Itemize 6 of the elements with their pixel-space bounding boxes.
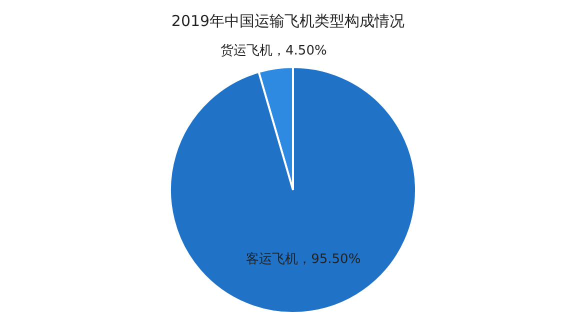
chart-title: 2019年中国运输飞机类型构成情况	[170, 12, 406, 31]
data-label: ，4.50%	[272, 43, 327, 58]
data-label: ，95.50%	[298, 252, 361, 268]
pie-slice	[169, 66, 417, 314]
slice-label: 客运飞机	[246, 251, 298, 268]
slice-label: 货运飞机	[220, 43, 273, 58]
